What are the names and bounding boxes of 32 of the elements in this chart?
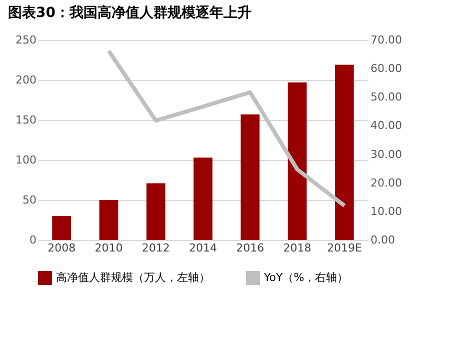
legend-label: YoY（%，右轴） (263, 271, 348, 284)
y-tick-label: 250 (16, 34, 36, 46)
bar (52, 216, 71, 240)
chart-title: 图表30：我国高净值人群规模逐年上升 (8, 4, 252, 21)
line-series (106, 48, 346, 208)
bar (194, 158, 212, 240)
y-tick-label: 100 (16, 154, 36, 166)
y-tick-label: 150 (16, 114, 36, 126)
x-tick-label: 2012 (142, 242, 170, 254)
x-tick-label: 2008 (48, 242, 76, 254)
bar (335, 64, 354, 240)
y2-tick-label: 10.00 (370, 204, 402, 218)
y2-tick-label: 0.00 (370, 234, 395, 246)
y2-tick-label: 70.00 (370, 34, 402, 46)
x-tick-label: 2010 (94, 242, 123, 254)
bar (146, 183, 166, 240)
y-tick-label: 0 (30, 234, 36, 246)
y-tick-label: 200 (16, 74, 36, 86)
y2-tick-label: 30.00 (370, 148, 402, 161)
y2-tick-label: 60.00 (370, 62, 402, 76)
bar (288, 82, 307, 240)
bar (99, 200, 118, 240)
bar (240, 114, 260, 240)
y2-tick-label: 40.00 (370, 119, 402, 132)
x-tick-label: 2019E (326, 242, 362, 254)
x-tick-label: 2018 (283, 242, 312, 254)
x-tick-label: 2016 (236, 242, 264, 254)
y-tick-label: 50 (22, 194, 36, 206)
legend-label: 高净值人群规模（万人，左轴） (56, 271, 210, 284)
y2-tick-label: 50.00 (370, 90, 402, 104)
y2-tick-label: 20.00 (370, 176, 402, 190)
x-tick-label: 2014 (189, 242, 217, 254)
